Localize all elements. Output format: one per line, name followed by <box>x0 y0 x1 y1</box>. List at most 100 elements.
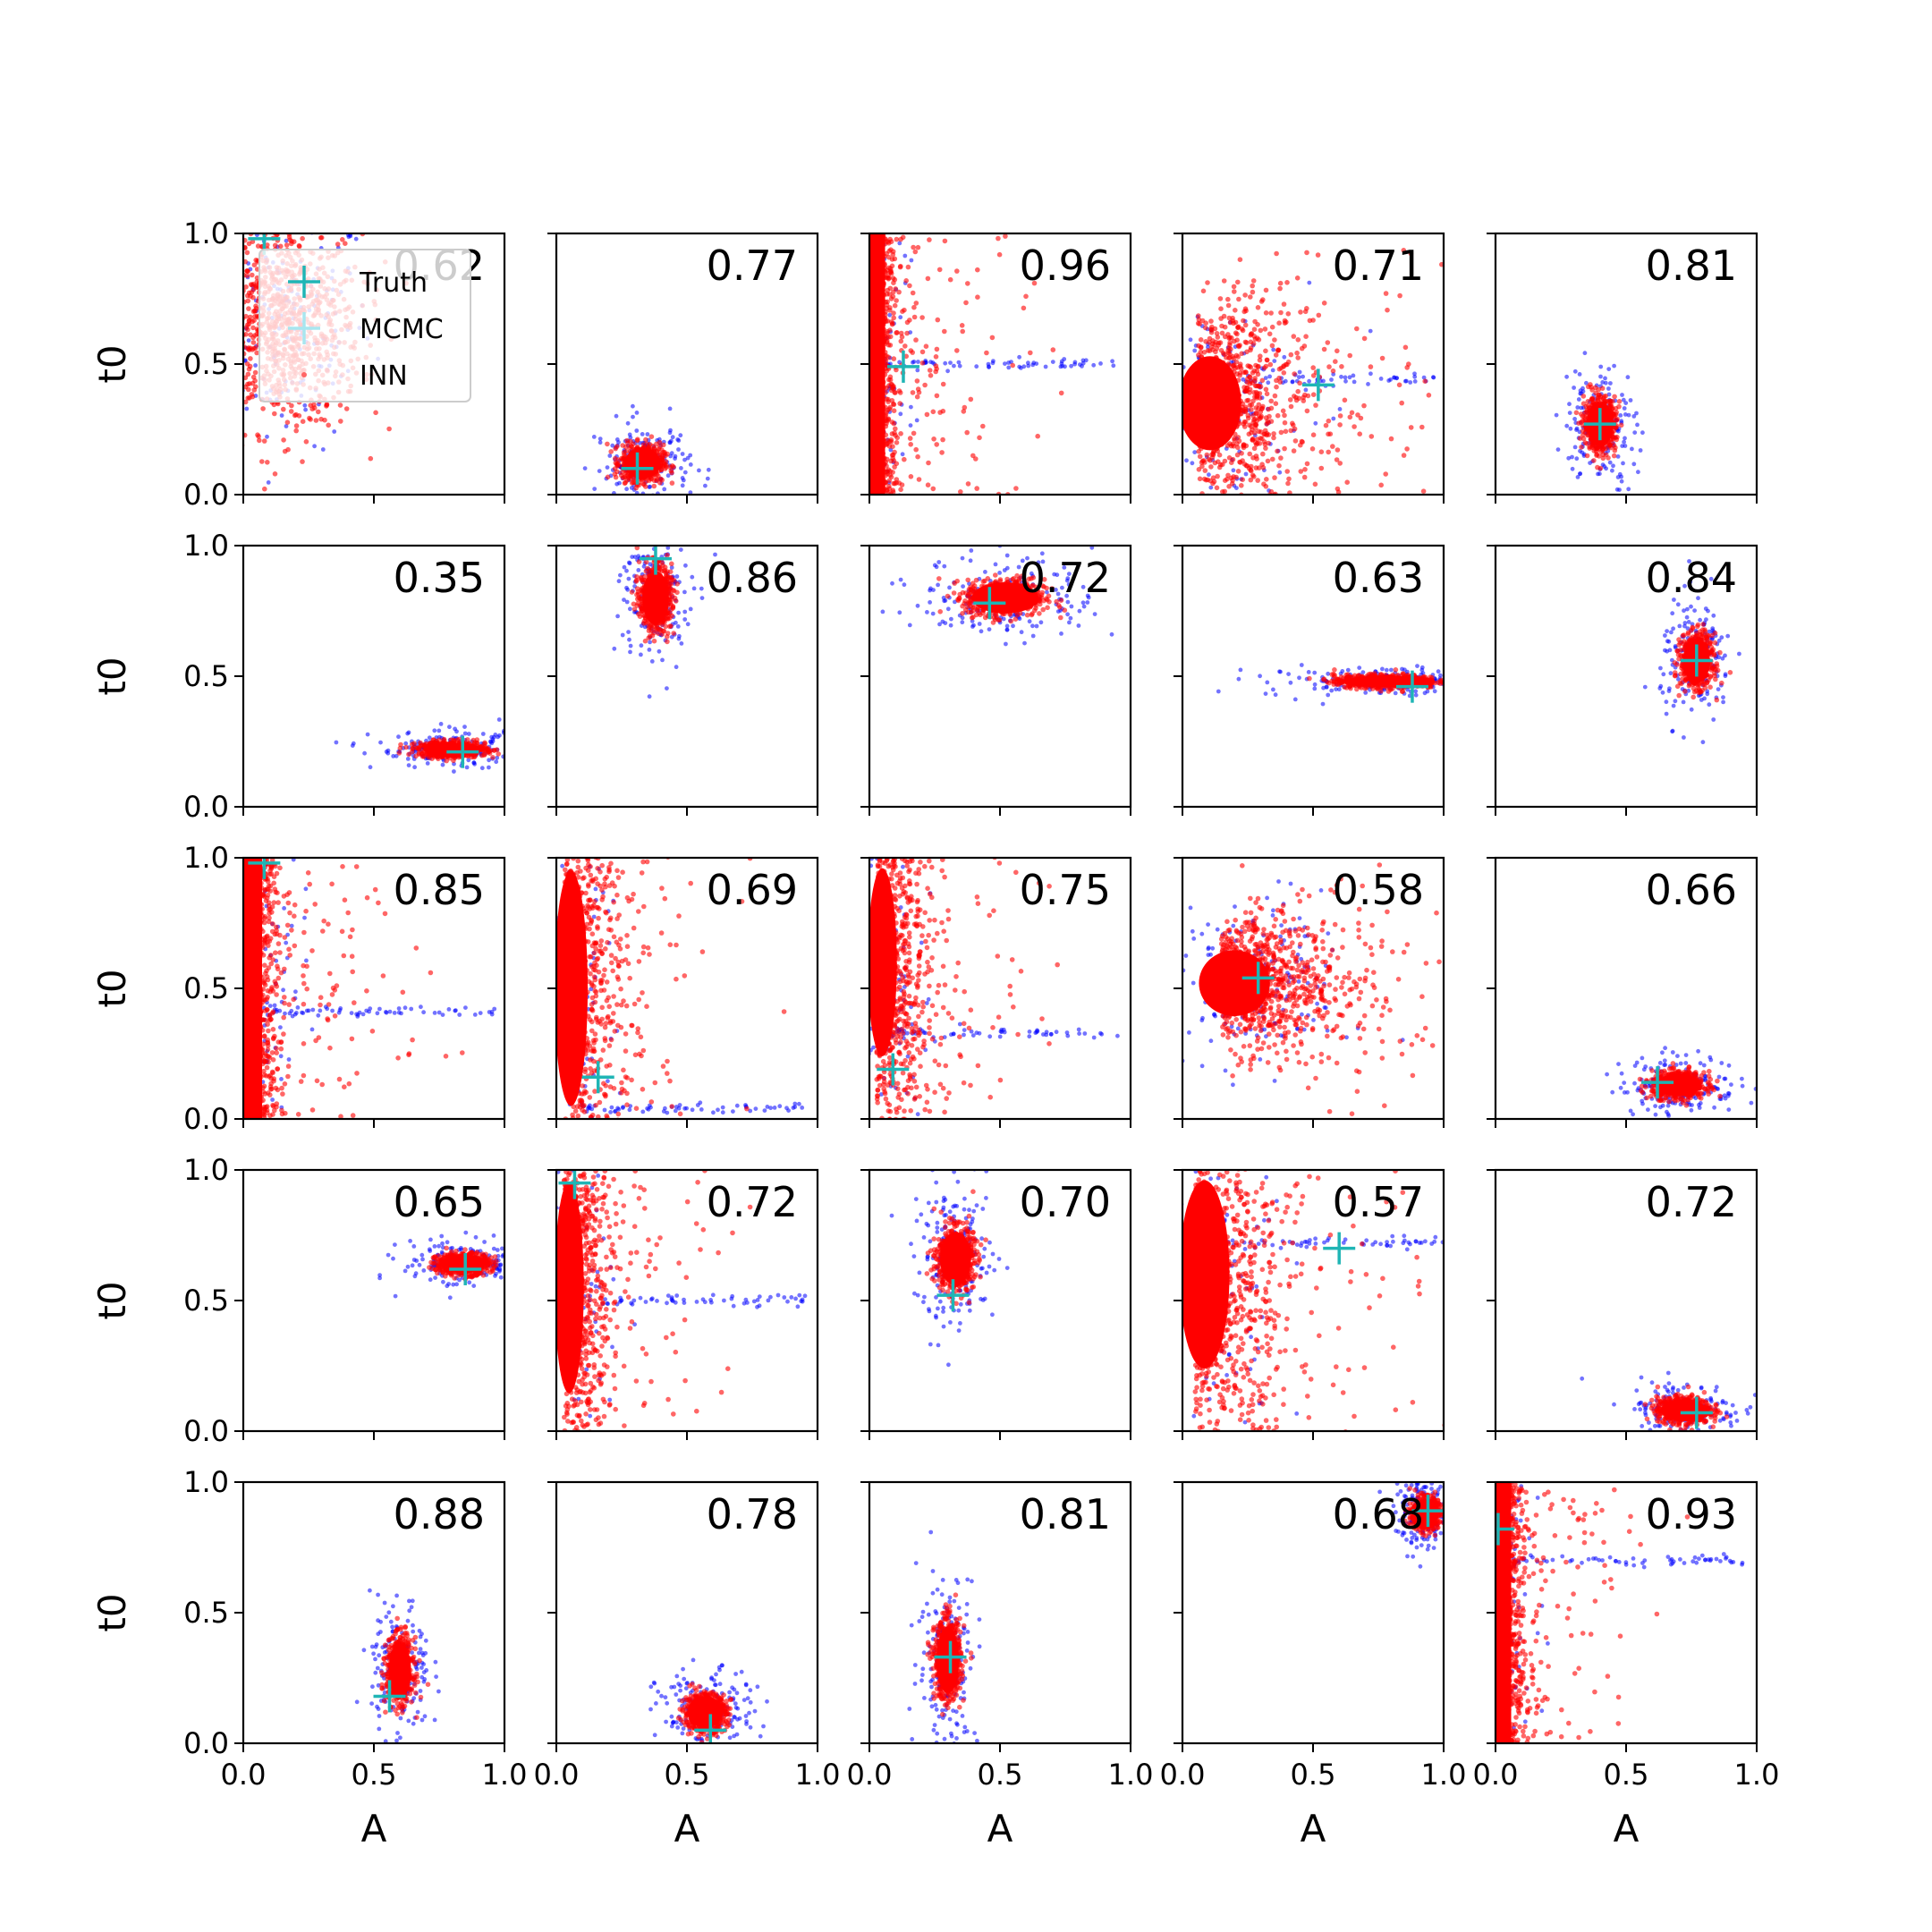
inn-point <box>1397 292 1402 299</box>
inn-point <box>1259 377 1266 384</box>
inn-point <box>974 486 979 491</box>
inn-point <box>1271 431 1276 436</box>
mcmc-point <box>1043 364 1048 369</box>
inn-point <box>1238 361 1243 368</box>
inn-point <box>1401 453 1407 458</box>
inn-point <box>313 227 318 233</box>
inn-point <box>1248 364 1254 370</box>
inn-point <box>1233 359 1240 365</box>
mcmc-point <box>887 312 893 318</box>
inn-point <box>1250 278 1257 284</box>
inn-density-core <box>869 233 886 495</box>
inn-point <box>1234 331 1240 337</box>
mcmc-point <box>597 436 603 441</box>
mcmc-point <box>851 381 855 386</box>
inn-point <box>907 283 912 289</box>
inn-point <box>318 208 323 213</box>
mcmc-point <box>1243 471 1249 477</box>
inn-point <box>900 309 905 315</box>
inn-point <box>285 446 291 453</box>
inn-point <box>218 267 224 272</box>
inn-point <box>1243 369 1249 376</box>
mcmc-point <box>914 418 919 423</box>
inn-point <box>661 442 666 448</box>
mcmc-point <box>1618 413 1623 418</box>
inn-point <box>1309 586 1315 591</box>
inn-point <box>291 220 296 225</box>
mcmc-point <box>203 332 208 336</box>
mcmc-point <box>952 363 956 369</box>
inn-point <box>1235 279 1241 285</box>
inn-point <box>1247 451 1252 457</box>
mcmc-point <box>675 437 681 442</box>
inn-point <box>225 392 230 397</box>
inn-point <box>1349 410 1355 416</box>
mcmc-point <box>353 236 359 242</box>
mcmc-point <box>1050 360 1055 364</box>
inn-point <box>608 449 614 454</box>
inn-point <box>614 444 620 450</box>
mcmc-point <box>1625 375 1631 380</box>
inn-point <box>1606 455 1611 461</box>
inn-point <box>1278 309 1284 316</box>
mcmc-point <box>899 205 903 209</box>
inn-point <box>1278 455 1284 461</box>
inn-point <box>902 456 907 462</box>
inn-point <box>1260 451 1266 457</box>
mcmc-point <box>1297 375 1301 380</box>
inn-point <box>898 236 903 242</box>
mcmc-point <box>631 414 635 419</box>
inn-point <box>1028 350 1033 356</box>
inn-point <box>886 467 892 472</box>
inn-point <box>1233 517 1238 522</box>
inn-point <box>1244 398 1250 403</box>
inn-point <box>1273 502 1278 507</box>
mcmc-point <box>597 469 602 473</box>
mcmc-point <box>510 742 514 747</box>
inn-point <box>304 221 309 226</box>
inn-point <box>1368 364 1374 369</box>
mcmc-point <box>1574 426 1580 431</box>
mcmc-point <box>645 432 650 436</box>
inn-point <box>1293 397 1300 403</box>
mcmc-point <box>667 406 673 411</box>
inn-point <box>1310 432 1317 438</box>
inn-point <box>930 486 936 492</box>
mcmc-point <box>1351 373 1356 378</box>
mcmc-point <box>857 388 861 393</box>
inn-point <box>245 371 251 377</box>
inn-point <box>1422 378 1428 385</box>
mcmc-point <box>1623 436 1627 441</box>
inn-point <box>243 375 249 381</box>
mcmc-point <box>868 171 872 175</box>
inn-point <box>1239 351 1244 357</box>
inn-point <box>216 293 222 299</box>
correlation-label: 0.96 <box>1020 242 1111 290</box>
inn-point <box>910 390 916 395</box>
mcmc-point <box>1555 447 1561 452</box>
inn-point <box>243 384 249 390</box>
inn-point <box>1270 456 1275 462</box>
inn-point <box>343 406 350 411</box>
inn-point <box>368 455 374 462</box>
inn-point <box>1265 458 1271 464</box>
inn-point <box>1537 252 1542 258</box>
mcmc-point <box>1331 416 1336 421</box>
inn-point <box>1303 334 1309 340</box>
inn-point <box>244 250 250 256</box>
inn-point <box>1268 419 1275 424</box>
mcmc-point <box>943 360 948 366</box>
mcmc-point <box>1611 463 1615 469</box>
inn-point <box>902 343 908 349</box>
inn-point <box>914 394 920 400</box>
inn-point <box>1496 365 1502 370</box>
inn-point <box>1577 436 1583 441</box>
inn-point <box>634 437 640 444</box>
inn-point <box>1456 448 1462 453</box>
inn-point <box>888 247 894 253</box>
mcmc-point <box>835 230 840 234</box>
inn-point <box>654 476 660 482</box>
inn-point <box>1263 310 1269 316</box>
inn-point <box>1255 305 1261 310</box>
mcmc-point <box>1630 446 1634 452</box>
